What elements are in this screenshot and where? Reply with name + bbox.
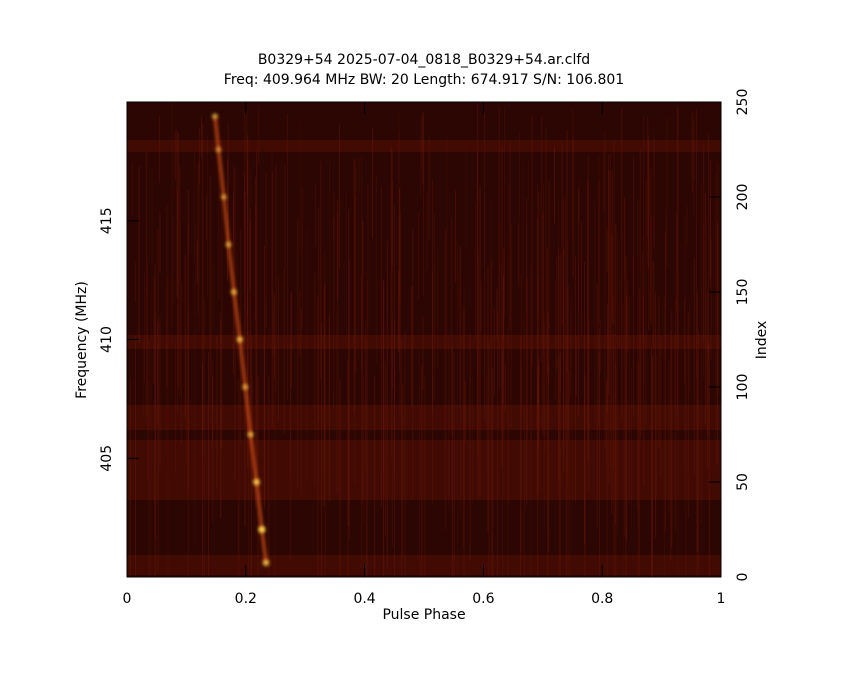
- pulse-point: [242, 384, 249, 390]
- y2-tick-label: 200: [735, 184, 751, 211]
- y2-tick-label: 150: [735, 279, 751, 306]
- pulse-point: [236, 336, 243, 343]
- noise-band: [127, 440, 721, 500]
- x-tick-label: 0.2: [235, 591, 257, 607]
- y-tick-label: 405: [99, 445, 115, 472]
- pulse-point: [212, 113, 218, 120]
- y-tick-label: 415: [99, 207, 115, 234]
- y2-tick-label: 0: [735, 573, 751, 582]
- pulse-point: [262, 559, 270, 566]
- y2-tick-label: 250: [735, 89, 751, 116]
- noise-band: [127, 140, 721, 152]
- chart-subtitle: Freq: 409.964 MHz BW: 20 Length: 674.917…: [224, 72, 624, 88]
- noise: [126, 102, 721, 577]
- y2-tick-label: 50: [735, 473, 751, 491]
- pulse-point: [221, 194, 227, 200]
- pulse-point: [225, 241, 232, 248]
- pulse-point: [247, 431, 254, 438]
- x-tick-label: 0: [123, 591, 132, 607]
- chart-title: B0329+54 2025-07-04_0818_B0329+54.ar.clf…: [258, 52, 590, 68]
- x-axis-label: Pulse Phase: [382, 607, 465, 623]
- noise-band: [127, 335, 721, 349]
- heatmap-background: [127, 102, 721, 577]
- x-tick-label: 0.4: [353, 591, 375, 607]
- x-tick-label: 0.6: [472, 591, 494, 607]
- noise-band: [127, 405, 721, 430]
- pulse-point: [215, 146, 222, 153]
- x-tick-label: 0.8: [591, 591, 613, 607]
- pulse-point: [258, 526, 266, 533]
- y-tick-label: 410: [99, 326, 115, 353]
- y-axis-label: Frequency (MHz): [74, 281, 90, 399]
- x-tick-label: 1: [717, 591, 726, 607]
- pulse-point: [230, 289, 237, 295]
- pulse-point: [253, 478, 260, 486]
- noise-band: [127, 555, 721, 575]
- y2-axis-label: Index: [754, 321, 770, 360]
- y2-tick-label: 100: [735, 374, 751, 401]
